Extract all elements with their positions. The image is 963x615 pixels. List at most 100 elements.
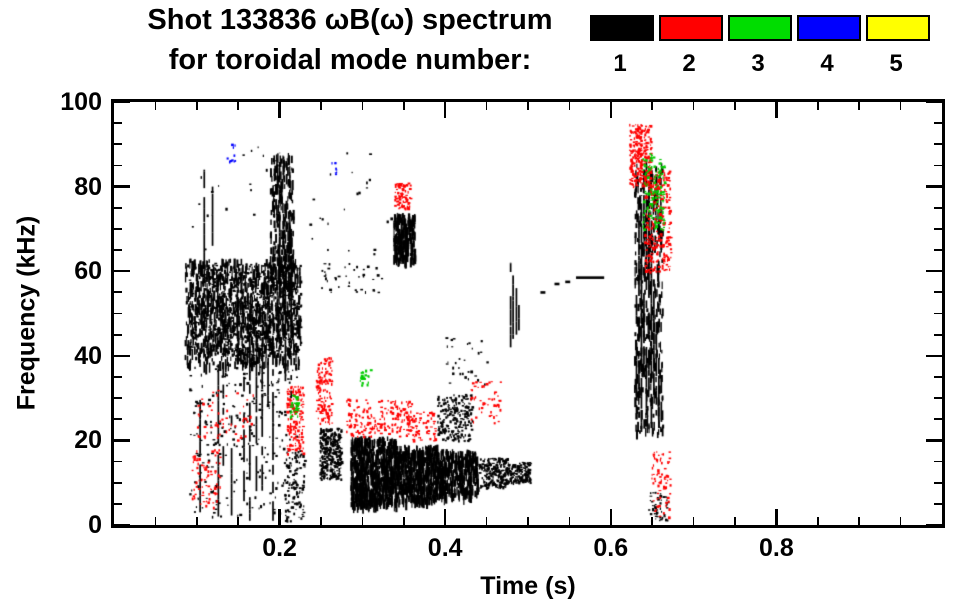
legend-label-mode-4: 4 bbox=[820, 50, 834, 77]
tick-mark bbox=[444, 102, 447, 118]
tick-mark bbox=[402, 517, 405, 525]
legend-label-mode-5: 5 bbox=[889, 50, 903, 77]
tick-mark bbox=[775, 102, 778, 118]
tick-mark bbox=[934, 502, 942, 505]
x-axis-label: Time (s) bbox=[480, 572, 576, 600]
tick-mark bbox=[926, 185, 942, 188]
tick-mark bbox=[934, 376, 942, 378]
tick-mark bbox=[934, 206, 942, 209]
tick-mark bbox=[926, 439, 942, 442]
tick-mark bbox=[154, 517, 157, 525]
tick-mark bbox=[858, 517, 861, 525]
y-tick-label: 60 bbox=[74, 257, 102, 286]
tick-mark bbox=[361, 102, 364, 110]
y-tick-label: 20 bbox=[74, 426, 102, 455]
tick-mark bbox=[816, 102, 819, 110]
legend-label-mode-3: 3 bbox=[751, 50, 765, 77]
tick-mark bbox=[361, 517, 364, 525]
tick-mark bbox=[734, 102, 736, 110]
tick-mark bbox=[278, 509, 281, 525]
legend-label-mode-2: 2 bbox=[682, 50, 696, 77]
tick-mark bbox=[114, 481, 122, 484]
legend-swatch-mode-5 bbox=[866, 15, 930, 41]
tick-mark bbox=[114, 333, 122, 336]
y-tick-label: 0 bbox=[88, 511, 102, 539]
tick-mark bbox=[926, 270, 942, 273]
tick-mark bbox=[858, 102, 861, 110]
tick-mark bbox=[934, 460, 942, 463]
tick-mark bbox=[114, 143, 122, 146]
tick-mark bbox=[320, 517, 322, 525]
tick-mark bbox=[114, 418, 122, 421]
tick-mark bbox=[195, 102, 198, 110]
chart-subtitle: for toroidal mode number: bbox=[168, 44, 532, 76]
tick-mark bbox=[934, 164, 942, 167]
tick-mark bbox=[934, 249, 942, 251]
tick-mark bbox=[114, 354, 130, 357]
tick-mark bbox=[926, 523, 942, 527]
tick-mark bbox=[934, 143, 942, 146]
tick-mark bbox=[114, 312, 122, 315]
tick-mark bbox=[237, 102, 240, 110]
tick-mark bbox=[934, 481, 942, 484]
tick-mark bbox=[899, 517, 902, 525]
tick-mark bbox=[154, 102, 157, 110]
tick-mark bbox=[568, 517, 571, 525]
tick-mark bbox=[775, 509, 778, 525]
tick-mark bbox=[485, 102, 488, 110]
tick-mark bbox=[114, 185, 130, 188]
tick-mark bbox=[934, 122, 942, 125]
tick-mark bbox=[195, 517, 198, 525]
tick-mark bbox=[692, 517, 695, 525]
tick-mark bbox=[609, 509, 612, 525]
plot-area bbox=[111, 99, 945, 528]
tick-mark bbox=[934, 397, 942, 399]
tick-mark bbox=[114, 439, 130, 442]
tick-mark bbox=[734, 517, 736, 525]
tick-mark bbox=[114, 291, 122, 294]
tick-mark bbox=[651, 517, 654, 525]
tick-mark bbox=[934, 333, 942, 336]
legend-swatch-mode-1 bbox=[590, 15, 654, 41]
tick-mark bbox=[114, 376, 122, 378]
tick-mark bbox=[899, 102, 902, 110]
tick-mark bbox=[114, 397, 122, 399]
tick-mark bbox=[114, 100, 130, 104]
y-tick-label: 40 bbox=[74, 341, 102, 370]
tick-mark bbox=[527, 517, 529, 525]
tick-mark bbox=[114, 249, 122, 251]
y-axis-label: Frequency (kHz) bbox=[12, 215, 41, 411]
tick-mark bbox=[237, 517, 240, 525]
tick-mark bbox=[114, 502, 122, 505]
spectrogram-canvas bbox=[114, 102, 942, 525]
tick-mark bbox=[609, 102, 612, 118]
tick-mark bbox=[444, 509, 447, 525]
legend-label-mode-1: 1 bbox=[613, 50, 627, 77]
tick-mark bbox=[926, 354, 942, 357]
x-tick-label: 0.6 bbox=[593, 534, 629, 562]
tick-mark bbox=[926, 100, 942, 104]
tick-mark bbox=[692, 102, 695, 110]
tick-mark bbox=[527, 102, 529, 110]
tick-mark bbox=[114, 523, 130, 527]
tick-mark bbox=[114, 228, 122, 230]
tick-mark bbox=[278, 102, 281, 118]
tick-mark bbox=[402, 102, 405, 110]
tick-mark bbox=[114, 460, 122, 463]
tick-mark bbox=[934, 228, 942, 230]
chart-title: Shot 133836 ωB(ω) spectrum bbox=[147, 4, 553, 36]
x-tick-label: 0.2 bbox=[262, 534, 297, 562]
tick-mark bbox=[114, 270, 130, 273]
y-tick-label: 80 bbox=[74, 172, 102, 201]
tick-mark bbox=[651, 102, 654, 110]
tick-mark bbox=[568, 102, 571, 110]
tick-mark bbox=[114, 122, 122, 125]
tick-mark bbox=[934, 418, 942, 421]
legend-swatch-mode-3 bbox=[728, 15, 792, 41]
legend-swatch-mode-2 bbox=[659, 15, 723, 41]
tick-mark bbox=[816, 517, 819, 525]
tick-mark bbox=[320, 102, 322, 110]
tick-mark bbox=[114, 206, 122, 209]
x-tick-label: 0.8 bbox=[759, 534, 794, 562]
